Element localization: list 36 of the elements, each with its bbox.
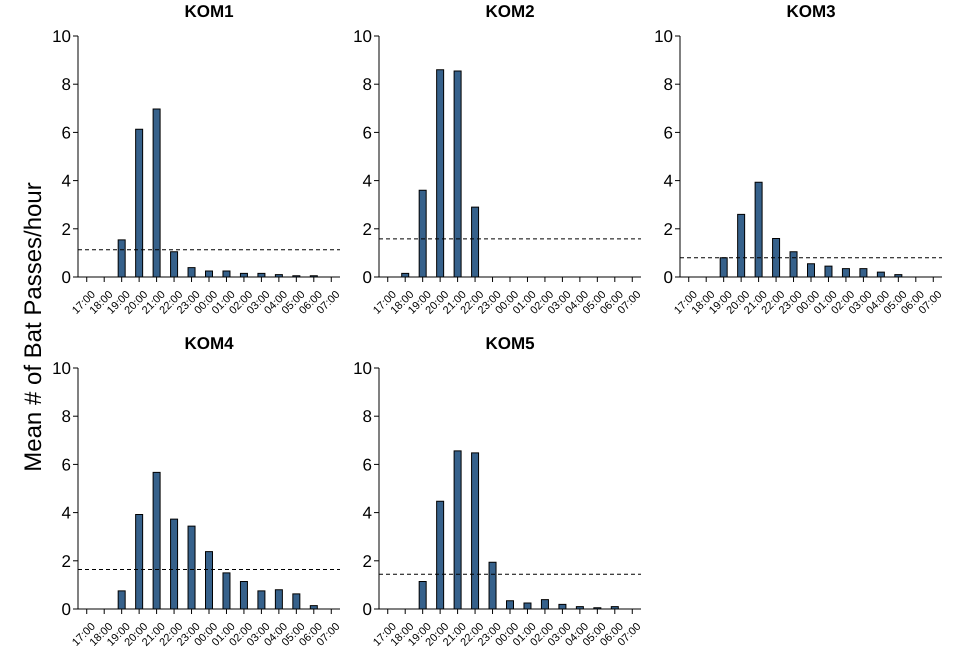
y-tick-label: 0	[362, 600, 372, 620]
chart-title: KOM2	[484, 2, 536, 22]
chart-title: KOM4	[183, 334, 235, 354]
y-tick-label: 6	[62, 455, 71, 474]
y-tick-label: 6	[62, 123, 71, 142]
y-tick-label: 10	[52, 27, 71, 46]
y-tick-label: 4	[362, 172, 372, 191]
y-tick-label: 2	[362, 552, 372, 571]
y-tick-label: 6	[362, 455, 372, 474]
y-tick-label: 4	[362, 504, 372, 523]
y-tick-label: 4	[664, 172, 673, 191]
y-tick-label: 10	[52, 359, 71, 378]
y-axis-title: Mean # of Bat Passes/hour	[20, 182, 48, 472]
y-tick-label: 4	[62, 172, 71, 191]
y-tick-label: 2	[664, 220, 673, 239]
y-tick-label: 0	[62, 600, 71, 620]
y-tick-label: 8	[362, 75, 372, 94]
y-tick-label: 8	[664, 75, 673, 94]
y-tick-label: 2	[62, 552, 71, 571]
chart-title: KOM1	[183, 2, 235, 22]
y-tick-label: 0	[362, 268, 372, 288]
y-tick-label: 10	[353, 27, 372, 46]
y-tick-label: 8	[62, 75, 71, 94]
y-tick-label: 4	[62, 504, 71, 523]
y-tick-label: 6	[664, 123, 673, 142]
y-tick-label: 8	[62, 407, 71, 426]
y-tick-label: 10	[353, 359, 372, 378]
y-tick-label: 10	[654, 27, 673, 46]
y-tick-label: 2	[62, 220, 71, 239]
chart-title: KOM5	[484, 334, 536, 354]
chart-title: KOM3	[785, 2, 837, 22]
y-tick-label: 8	[362, 407, 372, 426]
y-tick-label: 6	[362, 123, 372, 142]
y-tick-label: 0	[664, 268, 673, 288]
y-tick-label: 0	[62, 268, 71, 288]
y-tick-label: 2	[362, 220, 372, 239]
